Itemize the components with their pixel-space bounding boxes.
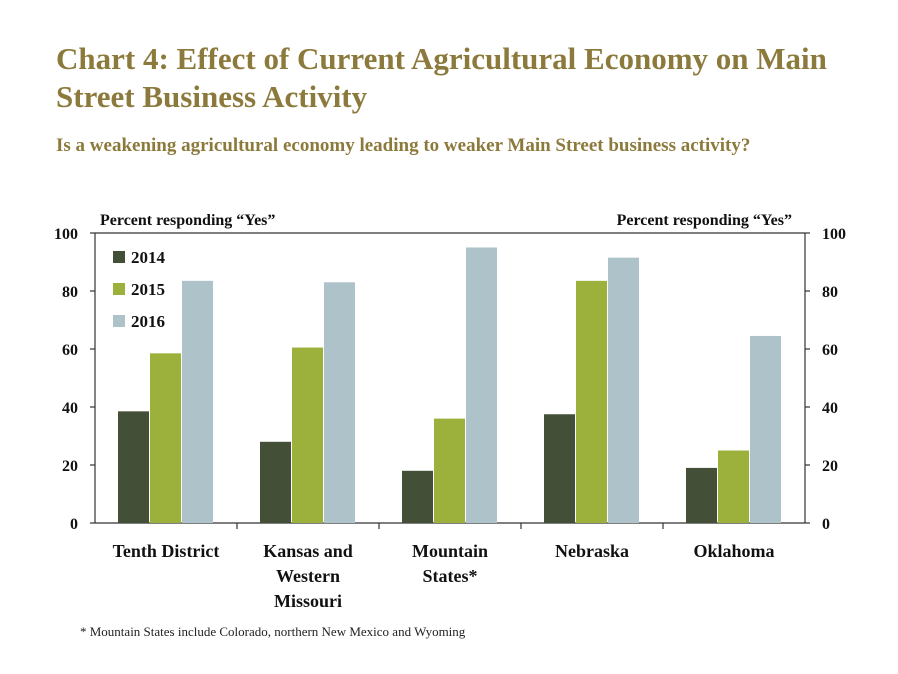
legend-label-2016: 2016 (131, 312, 165, 331)
bar-2016 (608, 257, 639, 523)
bar-2014 (260, 441, 291, 523)
footnote: * Mountain States include Colorado, nort… (80, 624, 466, 639)
left-tick-label: 100 (54, 226, 78, 243)
category-label: Western (276, 566, 340, 586)
left-tick-label: 60 (62, 342, 78, 359)
right-tick-label: 60 (822, 342, 838, 359)
category-label: Kansas and (263, 541, 353, 561)
left-tick-label: 0 (70, 516, 78, 533)
bar-2014 (544, 414, 575, 523)
bar-2015 (150, 353, 181, 523)
right-tick-label: 80 (822, 284, 838, 301)
right-tick-label: 20 (822, 458, 838, 475)
right-tick-label: 40 (822, 400, 838, 417)
legend-swatch-2014 (113, 251, 125, 263)
bar-2015 (434, 418, 465, 523)
chart-subtitle: Is a weakening agricultural economy lead… (56, 135, 751, 156)
bar-2015 (576, 280, 607, 523)
right-axis-title: Percent responding “Yes” (617, 212, 792, 229)
left-axis-title: Percent responding “Yes” (100, 212, 275, 229)
legend-swatch-2015 (113, 283, 125, 295)
category-label: Missouri (274, 591, 342, 611)
legend-label-2015: 2015 (131, 280, 165, 299)
category-label: Oklahoma (693, 541, 774, 561)
bars (118, 247, 781, 523)
legend-label-2014: 2014 (131, 248, 166, 267)
bar-2015 (292, 347, 323, 523)
category-label: Mountain (412, 541, 488, 561)
bar-2014 (118, 411, 149, 523)
bar-2016 (750, 335, 781, 523)
category-label: Nebraska (555, 541, 629, 561)
right-tick-label: 0 (822, 516, 830, 533)
left-tick-label: 40 (62, 400, 78, 417)
bar-2016 (182, 280, 213, 523)
legend-swatch-2016 (113, 315, 125, 327)
bar-2016 (324, 282, 355, 523)
category-label: States* (423, 566, 478, 586)
bar-2014 (686, 467, 717, 523)
left-tick-label: 80 (62, 284, 78, 301)
category-labels: Tenth District Kansas and Western Missouri M… (113, 541, 775, 611)
bar-2014 (402, 470, 433, 523)
right-tick-label: 100 (822, 226, 846, 243)
category-label: Tenth District (113, 541, 220, 561)
left-tick-label: 20 (62, 458, 78, 475)
chart-title: Chart 4: Effect of Current Agricultural … (56, 41, 827, 114)
bar-2015 (718, 450, 749, 523)
bar-2016 (466, 247, 497, 523)
legend: 2014 2015 2016 (113, 248, 166, 331)
